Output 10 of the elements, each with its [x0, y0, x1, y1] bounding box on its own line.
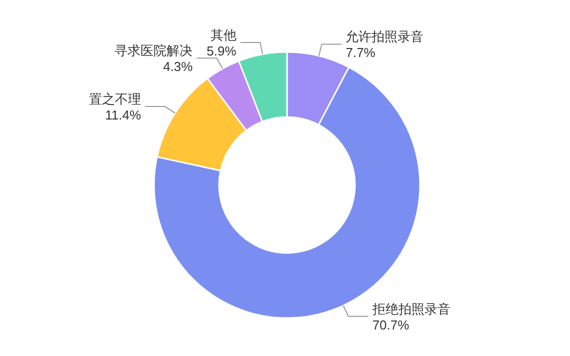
data-label: 7.7% — [346, 45, 376, 60]
data-label: 70.7% — [372, 317, 410, 332]
slice-label: 拒绝拍照录音 — [371, 301, 450, 316]
data-label: 5.9% — [206, 43, 237, 58]
data-label: 4.3% — [163, 59, 194, 74]
slice-label: 寻求医院解决 — [114, 43, 193, 58]
slice-label: 其他 — [210, 27, 236, 42]
slice-label: 置之不理 — [89, 92, 142, 107]
slice-label: 允许拍照录音 — [346, 29, 424, 44]
data-label: 11.4% — [105, 108, 142, 123]
